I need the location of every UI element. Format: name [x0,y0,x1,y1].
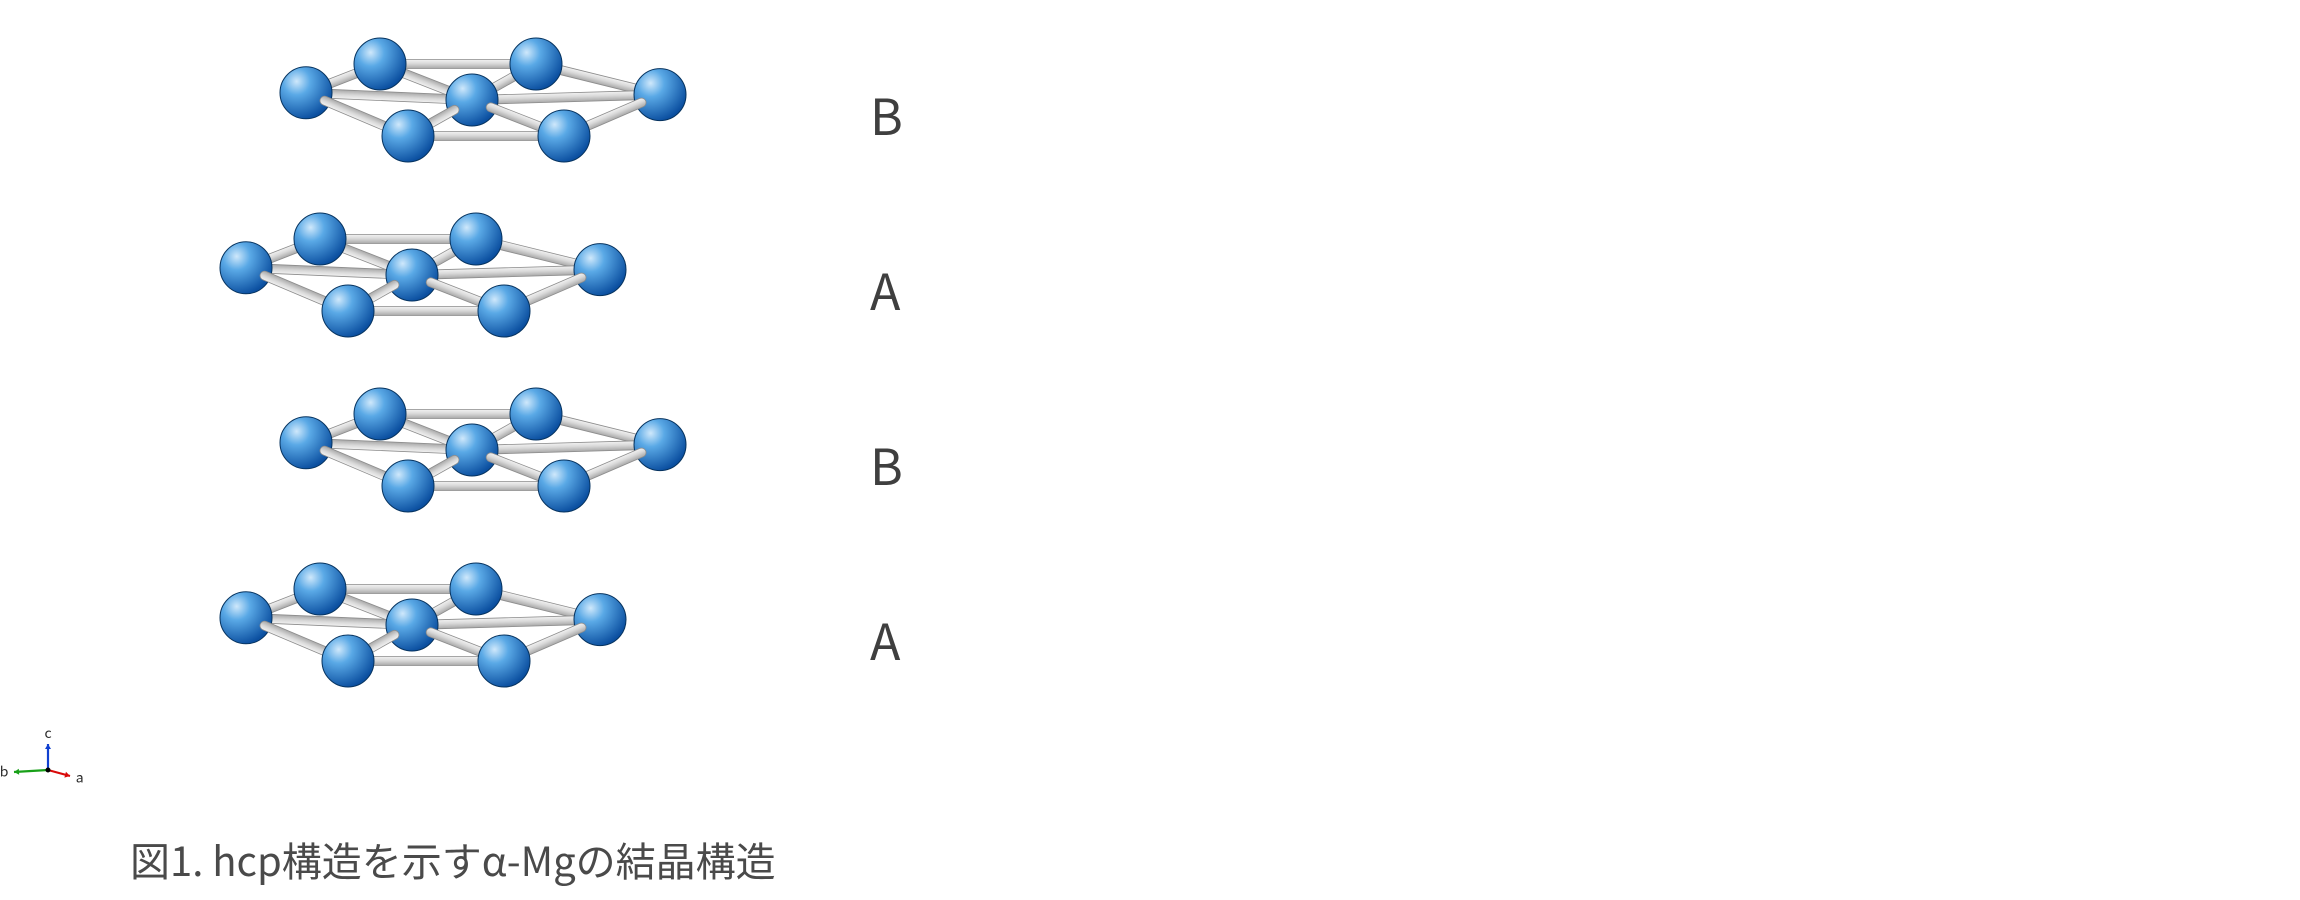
bond [336,585,461,594]
atom [510,388,562,440]
atom [280,67,332,119]
layer-2-B [280,388,686,512]
axis-origin-icon [46,768,51,773]
bond [424,132,549,141]
atom [478,635,530,687]
axis-b-arrow-icon: b [0,762,48,782]
bond [427,266,584,280]
atom [220,592,272,644]
layer-label: A [870,603,900,675]
axis-label-b: b [0,762,8,782]
atom [280,417,332,469]
bond [550,63,646,95]
atom [450,213,502,265]
axis-label-a: a [76,768,84,788]
atom [538,110,590,162]
atom [382,460,434,512]
atom [322,285,374,337]
bond [490,588,586,620]
atom [382,110,434,162]
bond [490,238,586,270]
axis-label-c: c [44,730,51,743]
figure-stage: B A B A c a b 図1. hcp構造を示すα-Mgの結晶構造 [0,0,2300,900]
atom [220,242,272,294]
atom [386,249,438,301]
atom [322,635,374,687]
atom [510,38,562,90]
bond [336,235,461,244]
atom [538,460,590,512]
bond [396,410,521,419]
bond [364,657,489,666]
atom [478,285,530,337]
crystal-structure-diagram [0,0,2300,900]
layer-label: A [870,253,900,325]
atom [450,563,502,615]
axis-c-arrow-icon: c [44,730,51,770]
atom [354,388,406,440]
layer-label: B [870,428,903,500]
axis-a-arrow-icon: a [48,768,84,788]
bond [550,413,646,445]
layer-3-A [220,563,626,687]
bond [427,616,584,630]
atom [294,563,346,615]
bond [396,60,521,69]
atom [446,424,498,476]
atom [634,419,686,471]
layer-1-A [220,213,626,337]
bond [487,441,644,455]
layer-0-B [280,38,686,162]
atom [574,594,626,646]
atom [354,38,406,90]
bond [364,307,489,316]
atom [294,213,346,265]
bond [424,482,549,491]
atom [386,599,438,651]
bond [487,91,644,105]
atom [574,244,626,296]
atom [634,69,686,121]
figure-caption: 図1. hcp構造を示すα-Mgの結晶構造 [130,830,776,888]
layer-label: B [870,78,903,150]
axis-orientation-widget: c a b [0,730,108,810]
atom [446,74,498,126]
